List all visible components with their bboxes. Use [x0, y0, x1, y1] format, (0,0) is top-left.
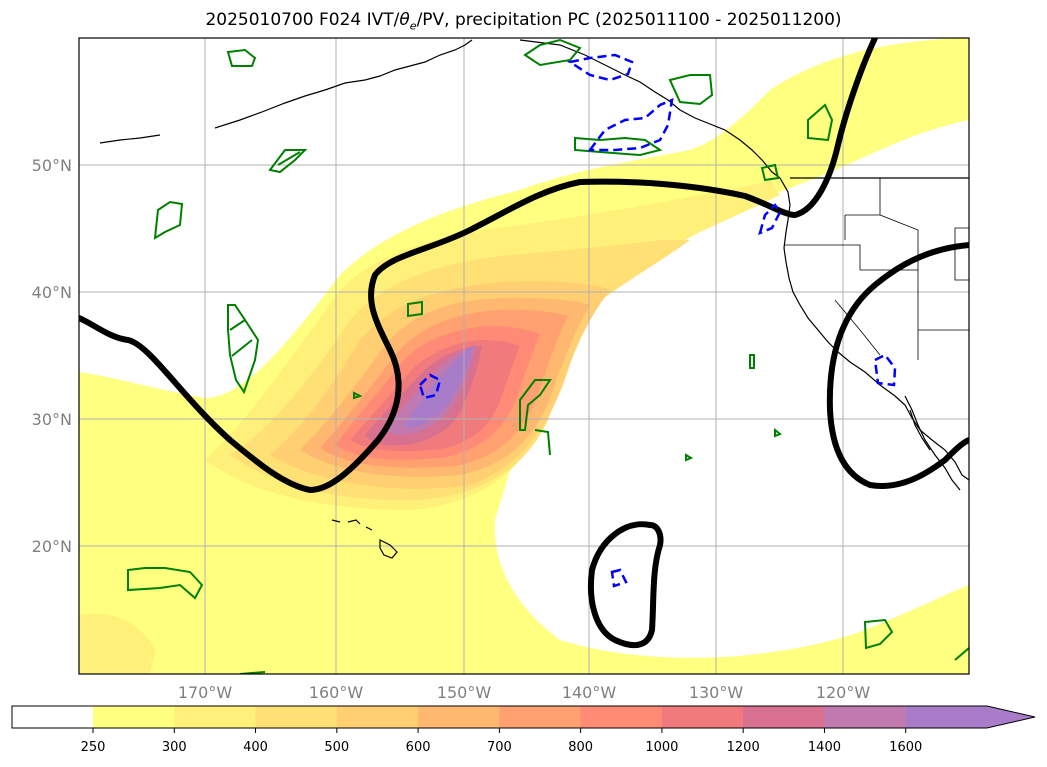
alaska-aleutians-coast	[99, 39, 473, 144]
pv-contour-main	[79, 38, 878, 494]
lon-label-160w: 160°W	[309, 683, 364, 702]
precip-pc-contour-3	[758, 203, 782, 236]
theta-e-contours	[127, 38, 969, 674]
alaska-coast-east	[519, 39, 781, 179]
pv-contour-east	[826, 242, 969, 489]
theta-e-contour-2	[268, 149, 308, 174]
colorbar-swatch	[336, 706, 419, 728]
map-frame	[78, 37, 970, 675]
baja-california	[904, 395, 961, 491]
precip-pc-contour-1	[566, 53, 634, 82]
colorbar-under	[12, 706, 93, 728]
colorbar-swatch	[661, 706, 744, 728]
theta-e-contour-10	[668, 74, 714, 106]
lat-label-30n: 30°N	[32, 410, 72, 429]
colorbar-swatch	[174, 706, 257, 728]
colorbar-swatch	[580, 706, 663, 728]
colorbar-tick-label: 300	[162, 740, 187, 755]
theta-e-contour-7	[127, 567, 204, 600]
lon-label-170w: 170°W	[178, 683, 233, 702]
colorbar-tick-label: 700	[487, 740, 512, 755]
colorbar-outline	[11, 705, 1036, 729]
us-west-coast	[783, 247, 969, 481]
lon-labels: 170°W 160°W 150°W 140°W 130°W 120°W	[178, 683, 871, 702]
theta-e-contour-13	[353, 354, 782, 462]
theta-e-contour-1	[226, 48, 257, 67]
coastlines	[99, 39, 969, 559]
precip-pc-contour-5	[873, 353, 897, 387]
ivt-250-region-west	[79, 372, 200, 515]
theta-e-contour-4	[227, 304, 260, 395]
colorbar-tick-label: 1400	[808, 740, 841, 755]
colorbar-swatch	[905, 706, 988, 728]
pv-contours	[79, 38, 969, 649]
graticule	[79, 38, 969, 674]
precip-pc-contour-2	[587, 97, 674, 152]
colorbar-swatch	[255, 706, 338, 728]
colorbar-swatch	[743, 706, 825, 728]
theta-e-contour-12	[523, 38, 582, 67]
colorbar-tick-label: 1000	[645, 740, 678, 755]
precip-pc-contour-4	[418, 373, 442, 400]
lat-labels: 50°N 40°N 30°N 20°N	[32, 156, 72, 556]
theta-e-contour-6	[519, 379, 552, 456]
lat-label-50n: 50°N	[32, 156, 72, 175]
precip-pc-contours	[418, 53, 897, 588]
colorbar-swatch	[499, 706, 582, 728]
hawaii-islands	[331, 519, 398, 559]
colorbar-tick-label: 400	[243, 740, 268, 755]
theta-e-contour-9	[807, 103, 834, 142]
colorbar: 250 300 400 500 600 700 800 1000 1200 1400 1600	[11, 705, 1036, 755]
us-state-lines	[785, 178, 969, 360]
lat-label-20n: 20°N	[32, 537, 72, 556]
lon-label-140w: 140°W	[562, 683, 617, 702]
colorbar-swatch	[418, 706, 500, 728]
colorbar-swatch	[824, 706, 907, 728]
lon-label-120w: 120°W	[816, 683, 871, 702]
theta-e-contour-11	[574, 136, 663, 157]
theta-e-contour-5	[407, 300, 423, 318]
theta-e-contour-8	[863, 618, 894, 650]
colorbar-tick-label: 600	[406, 740, 431, 755]
colorbar-extend-arrow	[987, 706, 1035, 728]
colorbar-tick-label: 500	[324, 740, 349, 755]
ivt-shading	[79, 38, 969, 674]
figure-title: 2025010700 F024 IVT/θe/PV, precipitation…	[205, 10, 842, 33]
colorbar-tick-label: 250	[81, 740, 106, 755]
pv-contour-south	[587, 521, 664, 649]
ivt-300-tail	[79, 613, 155, 674]
colorbar-swatch	[93, 706, 175, 728]
lon-label-150w: 150°W	[437, 683, 492, 702]
lat-label-40n: 40°N	[32, 283, 72, 302]
lon-label-130w: 130°W	[689, 683, 744, 702]
colorbar-tick-label: 800	[568, 740, 593, 755]
precip-pc-contour-6	[610, 568, 628, 588]
theta-e-contour-3	[153, 200, 184, 240]
colorbar-tick-label: 1600	[889, 740, 922, 755]
colorbar-tick-label: 1200	[727, 740, 760, 755]
